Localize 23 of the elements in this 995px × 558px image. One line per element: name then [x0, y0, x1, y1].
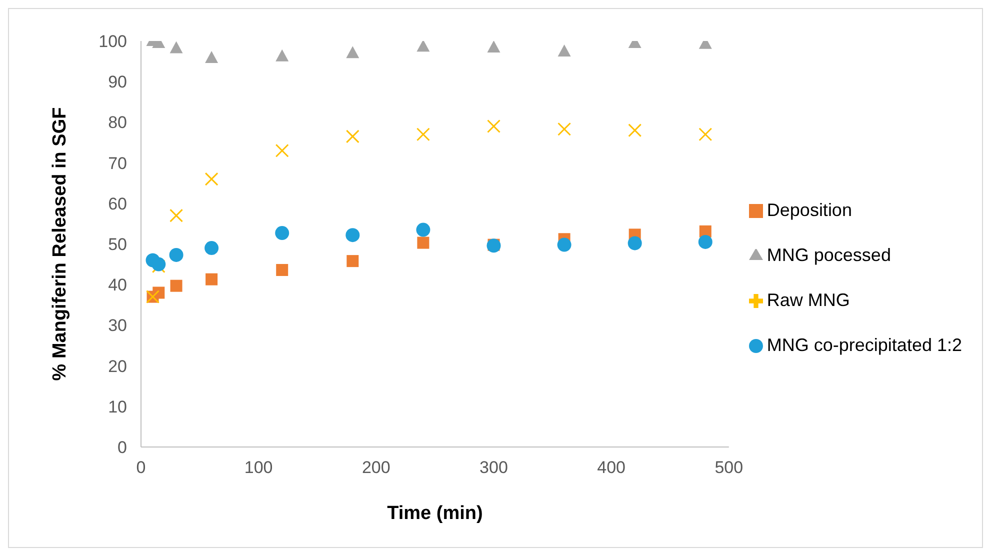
legend-label: MNG co-precipitated 1:2	[766, 335, 962, 355]
x-tick-label: 400	[597, 458, 626, 478]
y-tick-label: 40	[108, 276, 127, 295]
y-tick-label: 50	[108, 235, 127, 254]
y-tick-label: 10	[108, 397, 127, 416]
x-tick-label: 0	[136, 458, 146, 478]
x-tick-label: 500	[714, 458, 744, 478]
x-axis-title: Time (min)	[387, 503, 483, 524]
y-axis-title: % Mangiferin Released in SGF	[50, 107, 71, 381]
legend-label: Raw MNG	[766, 290, 850, 310]
y-tick-label: 70	[108, 154, 127, 173]
y-tick-label: 100	[98, 32, 127, 52]
x-tick-label: 300	[480, 458, 508, 478]
x-tick-label: 100	[244, 458, 273, 478]
y-tick-label: 30	[108, 316, 127, 336]
y-tick-label: 90	[108, 72, 127, 92]
x-tick-label: 200	[362, 458, 390, 478]
y-tick-label: 80	[108, 113, 127, 132]
y-tick-label: 60	[108, 194, 127, 214]
y-tick-label: 20	[108, 356, 127, 376]
legend-label: Deposition	[766, 200, 852, 220]
y-tick-label: 0	[118, 438, 127, 458]
legend-label: MNG pocessed	[766, 245, 891, 265]
